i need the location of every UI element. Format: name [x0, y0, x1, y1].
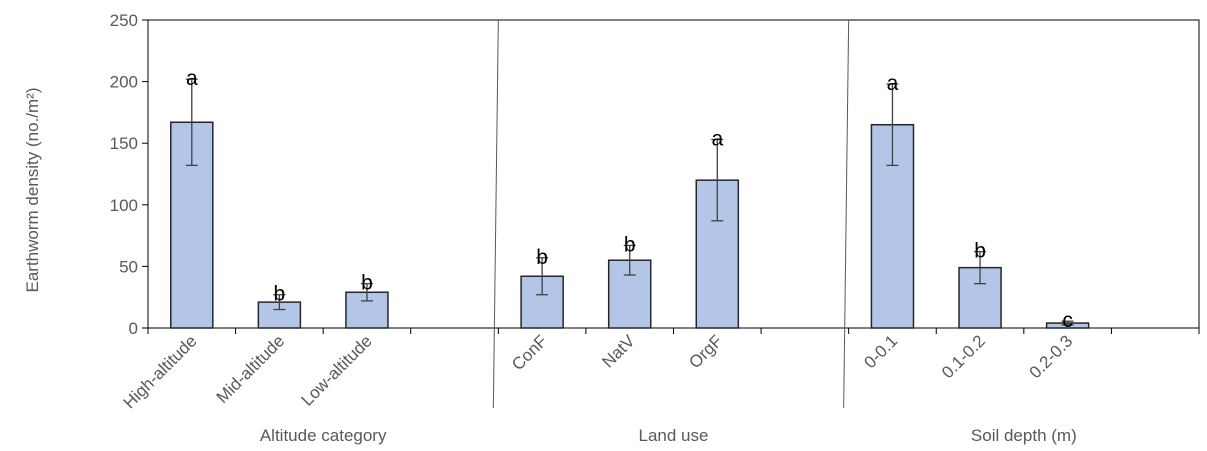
group-separator	[492, 19, 499, 409]
labels: a b b Altitude category b b a Land use a b c Soil d…	[186, 67, 1077, 445]
x-tick-label: 0.1-0.2	[938, 331, 989, 382]
plot-area	[147, 19, 1200, 329]
y-tick-label: 50	[119, 257, 138, 276]
plot-border	[147, 19, 1200, 329]
y-tick-label: 250	[110, 11, 138, 30]
x-tick-label: ConF	[508, 331, 551, 374]
x-tick-label: Low-altitude	[298, 331, 376, 409]
x-axis: High-altitude Mid-altitude Low-altitude Con…	[120, 328, 1200, 412]
significance-letter: b	[274, 283, 286, 306]
y-axis: 0 50 100 150 200 250	[110, 11, 148, 338]
y-tick-label: 150	[110, 134, 138, 153]
x-tick-label: 0-0.1	[860, 331, 901, 372]
x-tick-label: High-altitude	[120, 331, 201, 412]
x-tick-label: 0.2-0.3	[1026, 331, 1077, 382]
x-tick-label: OrgF	[685, 331, 726, 372]
group-separators	[492, 19, 850, 409]
significance-letter: b	[361, 272, 373, 295]
group-title: Soil depth (m)	[971, 426, 1077, 445]
significance-letter: b	[624, 233, 636, 256]
y-axis-title: Earthworm density (no./m²)	[23, 88, 42, 293]
x-tick-label: Mid-altitude	[213, 331, 289, 407]
significance-letter: b	[536, 246, 548, 269]
y-tick-label: 200	[110, 73, 138, 92]
significance-letter: a	[186, 67, 198, 90]
significance-letter: a	[887, 72, 899, 95]
y-tick-label: 0	[129, 319, 138, 338]
x-tick-label: NatV	[598, 331, 639, 372]
significance-letter: a	[711, 128, 723, 151]
significance-letter: c	[1062, 309, 1073, 332]
significance-letter: b	[974, 240, 986, 263]
group-separator	[843, 19, 850, 409]
bars	[170, 78, 1090, 329]
group-title: Altitude category	[260, 426, 387, 445]
group-title: Land use	[639, 426, 709, 445]
y-tick-label: 100	[110, 196, 138, 215]
